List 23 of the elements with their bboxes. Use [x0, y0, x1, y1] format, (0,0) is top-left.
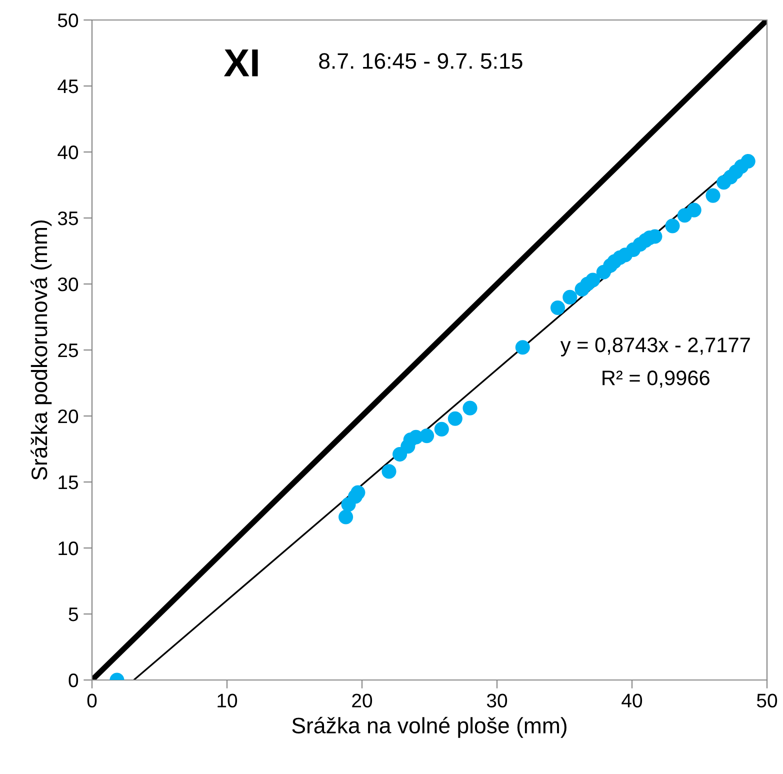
y-tick-label: 15 — [58, 476, 78, 490]
annotation: R² = 0,9966 — [602, 370, 710, 388]
y-tick-label: 0 — [68, 673, 78, 688]
y-tick-label: 35 — [58, 211, 78, 226]
annotation: 8.7. 16:45 - 9.7. 5:15 — [319, 53, 522, 69]
y-tick-label: 10 — [58, 541, 78, 556]
x-axis-title: Srážka na volné ploše (mm) — [292, 716, 566, 738]
x-tick-label: 10 — [218, 694, 238, 708]
y-tick-label: 30 — [58, 277, 78, 292]
x-tick-label: 40 — [622, 694, 642, 708]
x-tick-label: 30 — [486, 694, 508, 708]
annotation: XI — [224, 50, 258, 76]
y-axis-title: Srážka podkorunová (mm) — [30, 220, 52, 480]
x-tick-label: 0 — [87, 694, 97, 708]
y-tick-label: 50 — [58, 13, 78, 28]
y-tick-label: 25 — [58, 343, 78, 358]
x-tick-label: 20 — [352, 694, 372, 708]
y-tick-label: 20 — [58, 409, 78, 424]
y-tick-label: 45 — [58, 80, 78, 94]
annotation: y = 0,8743x - 2,7177 — [560, 338, 750, 356]
y-tick-label: 5 — [68, 608, 78, 622]
x-tick-label: 50 — [756, 694, 778, 708]
y-tick-label: 40 — [58, 145, 78, 160]
